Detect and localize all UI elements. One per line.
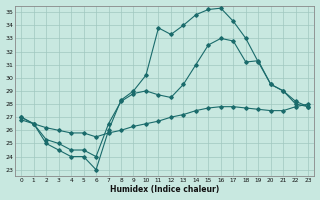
X-axis label: Humidex (Indice chaleur): Humidex (Indice chaleur) [110, 185, 219, 194]
